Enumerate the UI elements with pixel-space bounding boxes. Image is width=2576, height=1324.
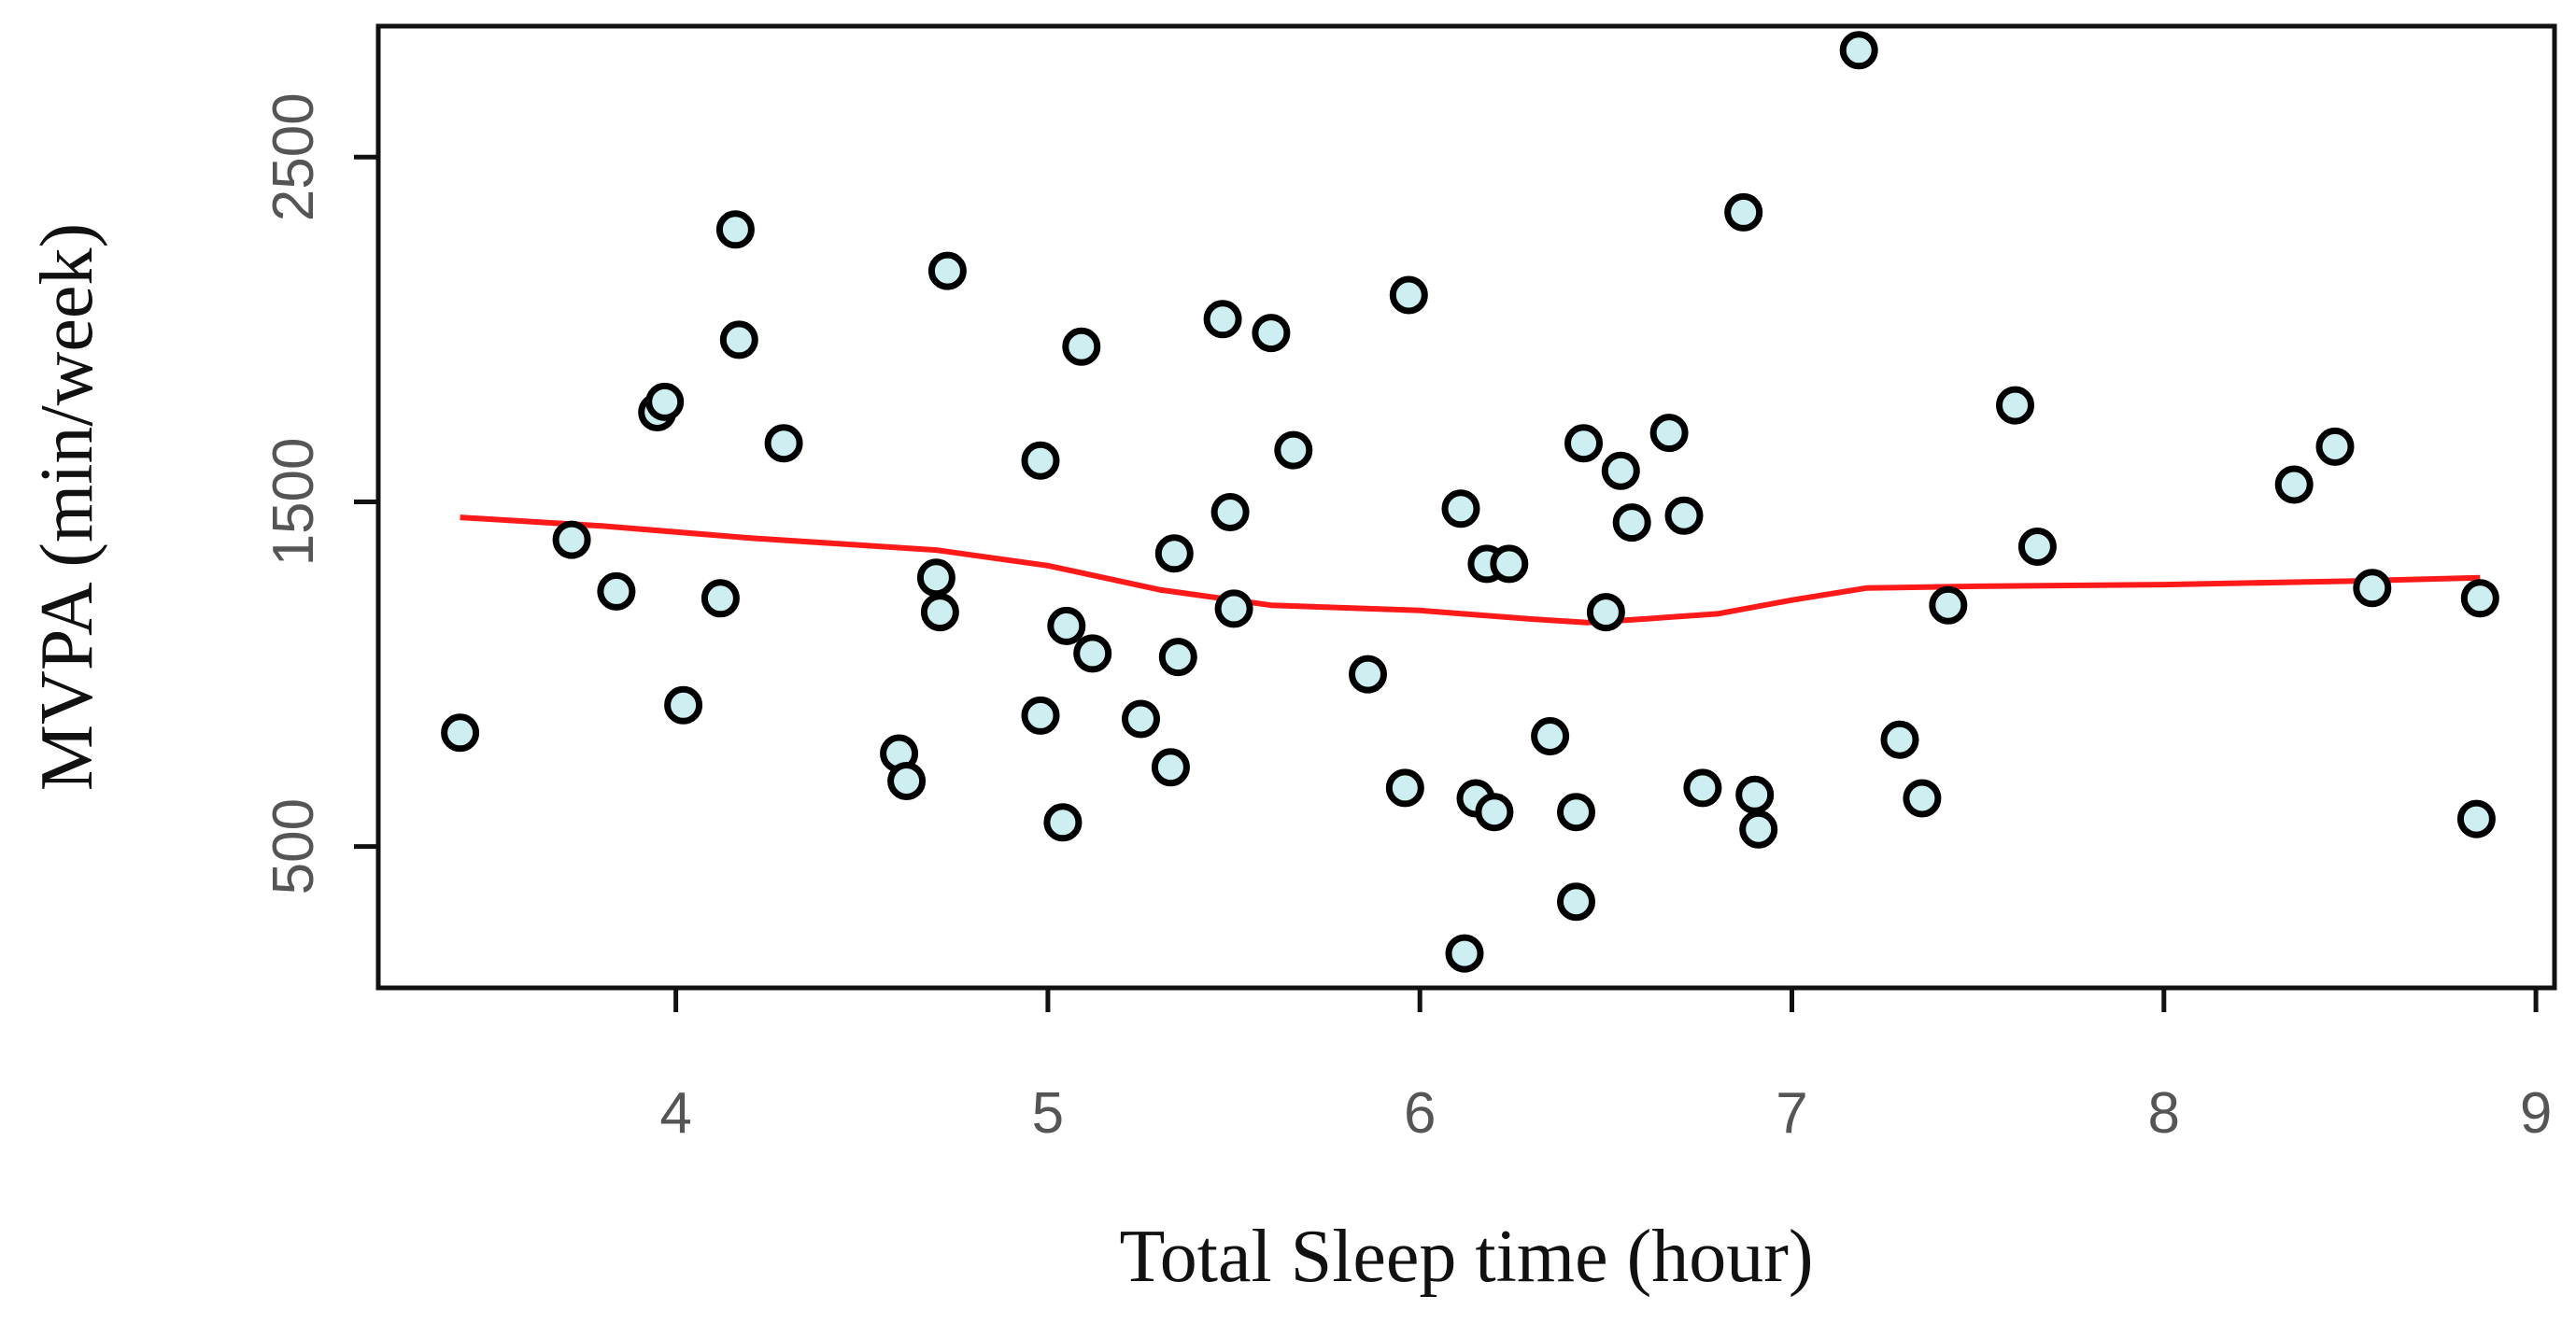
x-tick-label: 6	[1404, 1081, 1436, 1146]
y-tick-label: 500	[262, 798, 326, 894]
x-tick-label: 4	[659, 1081, 691, 1146]
data-point	[2460, 579, 2499, 618]
data-point	[1903, 779, 1942, 818]
x-tick-label: 5	[1032, 1081, 1064, 1146]
data-point	[1683, 768, 1722, 808]
y-tick-label: 2500	[262, 92, 326, 221]
data-point	[764, 424, 803, 463]
data-point	[1214, 589, 1253, 628]
data-point	[1531, 717, 1570, 755]
data-point	[1557, 793, 1595, 832]
data-point	[1586, 593, 1625, 632]
data-point	[1649, 414, 1689, 453]
x-tick-label: 8	[2148, 1081, 2180, 1146]
data-point	[2017, 528, 2057, 566]
x-tick-label: 9	[2520, 1081, 2552, 1146]
data-point	[1389, 275, 1428, 315]
y-tick-label: 1500	[262, 437, 326, 566]
data-point	[1210, 493, 1250, 531]
data-point	[1612, 503, 1651, 542]
data-point	[597, 571, 636, 611]
data-point	[2353, 569, 2392, 608]
smooth-line	[460, 514, 2481, 626]
data-point	[719, 320, 758, 359]
smooth-line-layer	[460, 514, 2481, 626]
data-point	[664, 685, 703, 725]
plot-frame	[375, 23, 2557, 991]
data-point	[1996, 386, 2034, 425]
data-point	[1385, 768, 1424, 808]
data-point	[1274, 430, 1313, 470]
data-point	[1564, 424, 1603, 463]
data-point	[1735, 775, 1775, 814]
data-point	[2456, 799, 2496, 838]
x-tick-label: 7	[1776, 1081, 1807, 1146]
data-point	[1021, 696, 1060, 735]
data-point	[1475, 793, 1514, 832]
data-point	[1073, 634, 1112, 673]
data-point	[1557, 882, 1595, 922]
data-point	[2315, 427, 2355, 466]
data-point	[1880, 720, 1919, 759]
data-point	[1021, 441, 1060, 480]
data-point	[1739, 810, 1778, 849]
data-point	[715, 210, 755, 249]
y-axis: 500 1500 2500	[262, 92, 378, 894]
data-point	[1441, 489, 1480, 528]
data-point	[1445, 934, 1484, 973]
x-axis-title: Total Sleep time (hour)	[1119, 1216, 1813, 1298]
data-point	[1724, 192, 1763, 232]
x-axis: 4 5 6 7 8 9	[659, 988, 2552, 1146]
data-point	[1252, 314, 1291, 353]
data-point	[552, 520, 591, 559]
data-point	[1122, 699, 1160, 739]
y-axis-title: MVPA (min/week)	[26, 223, 108, 791]
data-point	[887, 762, 927, 800]
data-point	[927, 251, 967, 290]
data-point	[701, 579, 740, 618]
data-point	[916, 558, 955, 598]
data-point	[1839, 31, 1878, 70]
data-point	[920, 593, 959, 632]
data-point	[645, 382, 685, 421]
data-point	[1043, 803, 1083, 842]
points-layer	[441, 31, 2499, 973]
data-point	[1929, 585, 1968, 625]
data-point	[2274, 465, 2314, 504]
data-point	[1203, 300, 1242, 339]
data-point	[1601, 451, 1640, 490]
data-point	[1154, 534, 1194, 573]
data-point	[1062, 327, 1101, 366]
data-point	[1047, 606, 1086, 645]
data-point	[1151, 748, 1190, 787]
data-point	[441, 713, 480, 753]
data-point	[1490, 544, 1529, 584]
data-point	[1664, 496, 1704, 535]
data-point	[1349, 655, 1387, 694]
data-point	[1158, 638, 1197, 677]
